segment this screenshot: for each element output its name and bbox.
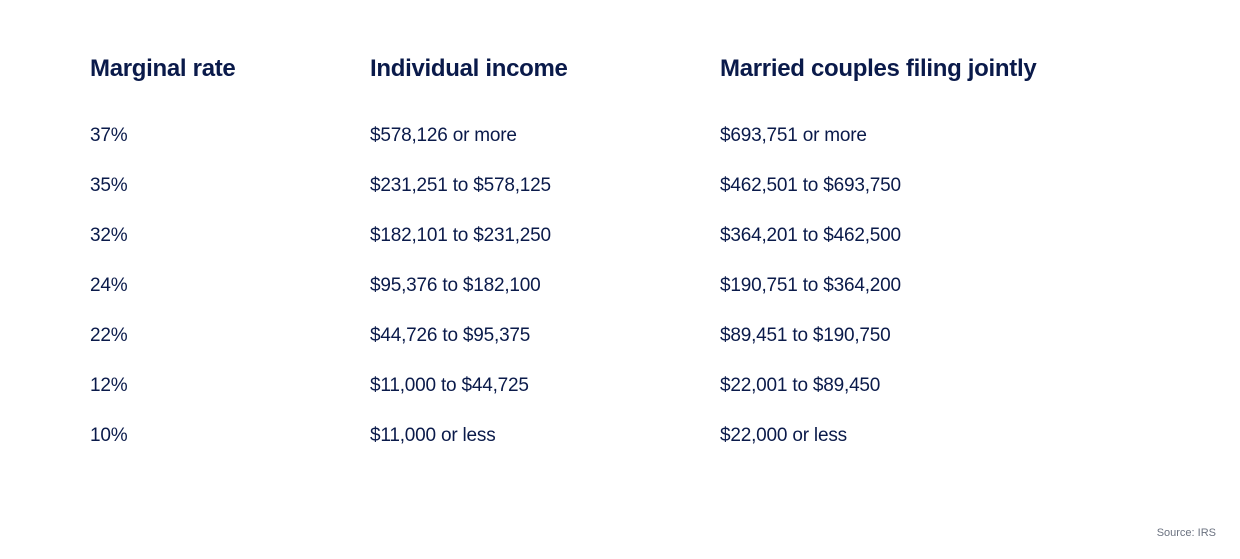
table-cell: $89,451 to $190,750 — [720, 311, 1150, 361]
table-cell: $182,101 to $231,250 — [370, 211, 720, 261]
table-cell: $11,000 to $44,725 — [370, 361, 720, 411]
table-cell: $231,251 to $578,125 — [370, 161, 720, 211]
column-header-rate: Marginal rate — [90, 55, 370, 111]
table-cell: $11,000 or less — [370, 411, 720, 461]
table-cell: $44,726 to $95,375 — [370, 311, 720, 361]
table-cell: 32% — [90, 211, 370, 261]
table-cell: 10% — [90, 411, 370, 461]
table-cell: 24% — [90, 261, 370, 311]
table-cell: $95,376 to $182,100 — [370, 261, 720, 311]
source-attribution: Source: IRS — [1157, 527, 1216, 539]
table-cell: $364,201 to $462,500 — [720, 211, 1150, 261]
table-cell: 37% — [90, 111, 370, 161]
table-cell: $578,126 or more — [370, 111, 720, 161]
table-cell: $693,751 or more — [720, 111, 1150, 161]
tax-bracket-table-container: Marginal rate Individual income Married … — [0, 0, 1240, 461]
table-cell: 12% — [90, 361, 370, 411]
table-cell: 35% — [90, 161, 370, 211]
tax-bracket-table: Marginal rate Individual income Married … — [90, 55, 1150, 461]
table-cell: $22,000 or less — [720, 411, 1150, 461]
table-cell: $190,751 to $364,200 — [720, 261, 1150, 311]
table-cell: 22% — [90, 311, 370, 361]
column-header-married: Married couples filing jointly — [720, 55, 1150, 111]
table-cell: $462,501 to $693,750 — [720, 161, 1150, 211]
column-header-individual: Individual income — [370, 55, 720, 111]
table-cell: $22,001 to $89,450 — [720, 361, 1150, 411]
